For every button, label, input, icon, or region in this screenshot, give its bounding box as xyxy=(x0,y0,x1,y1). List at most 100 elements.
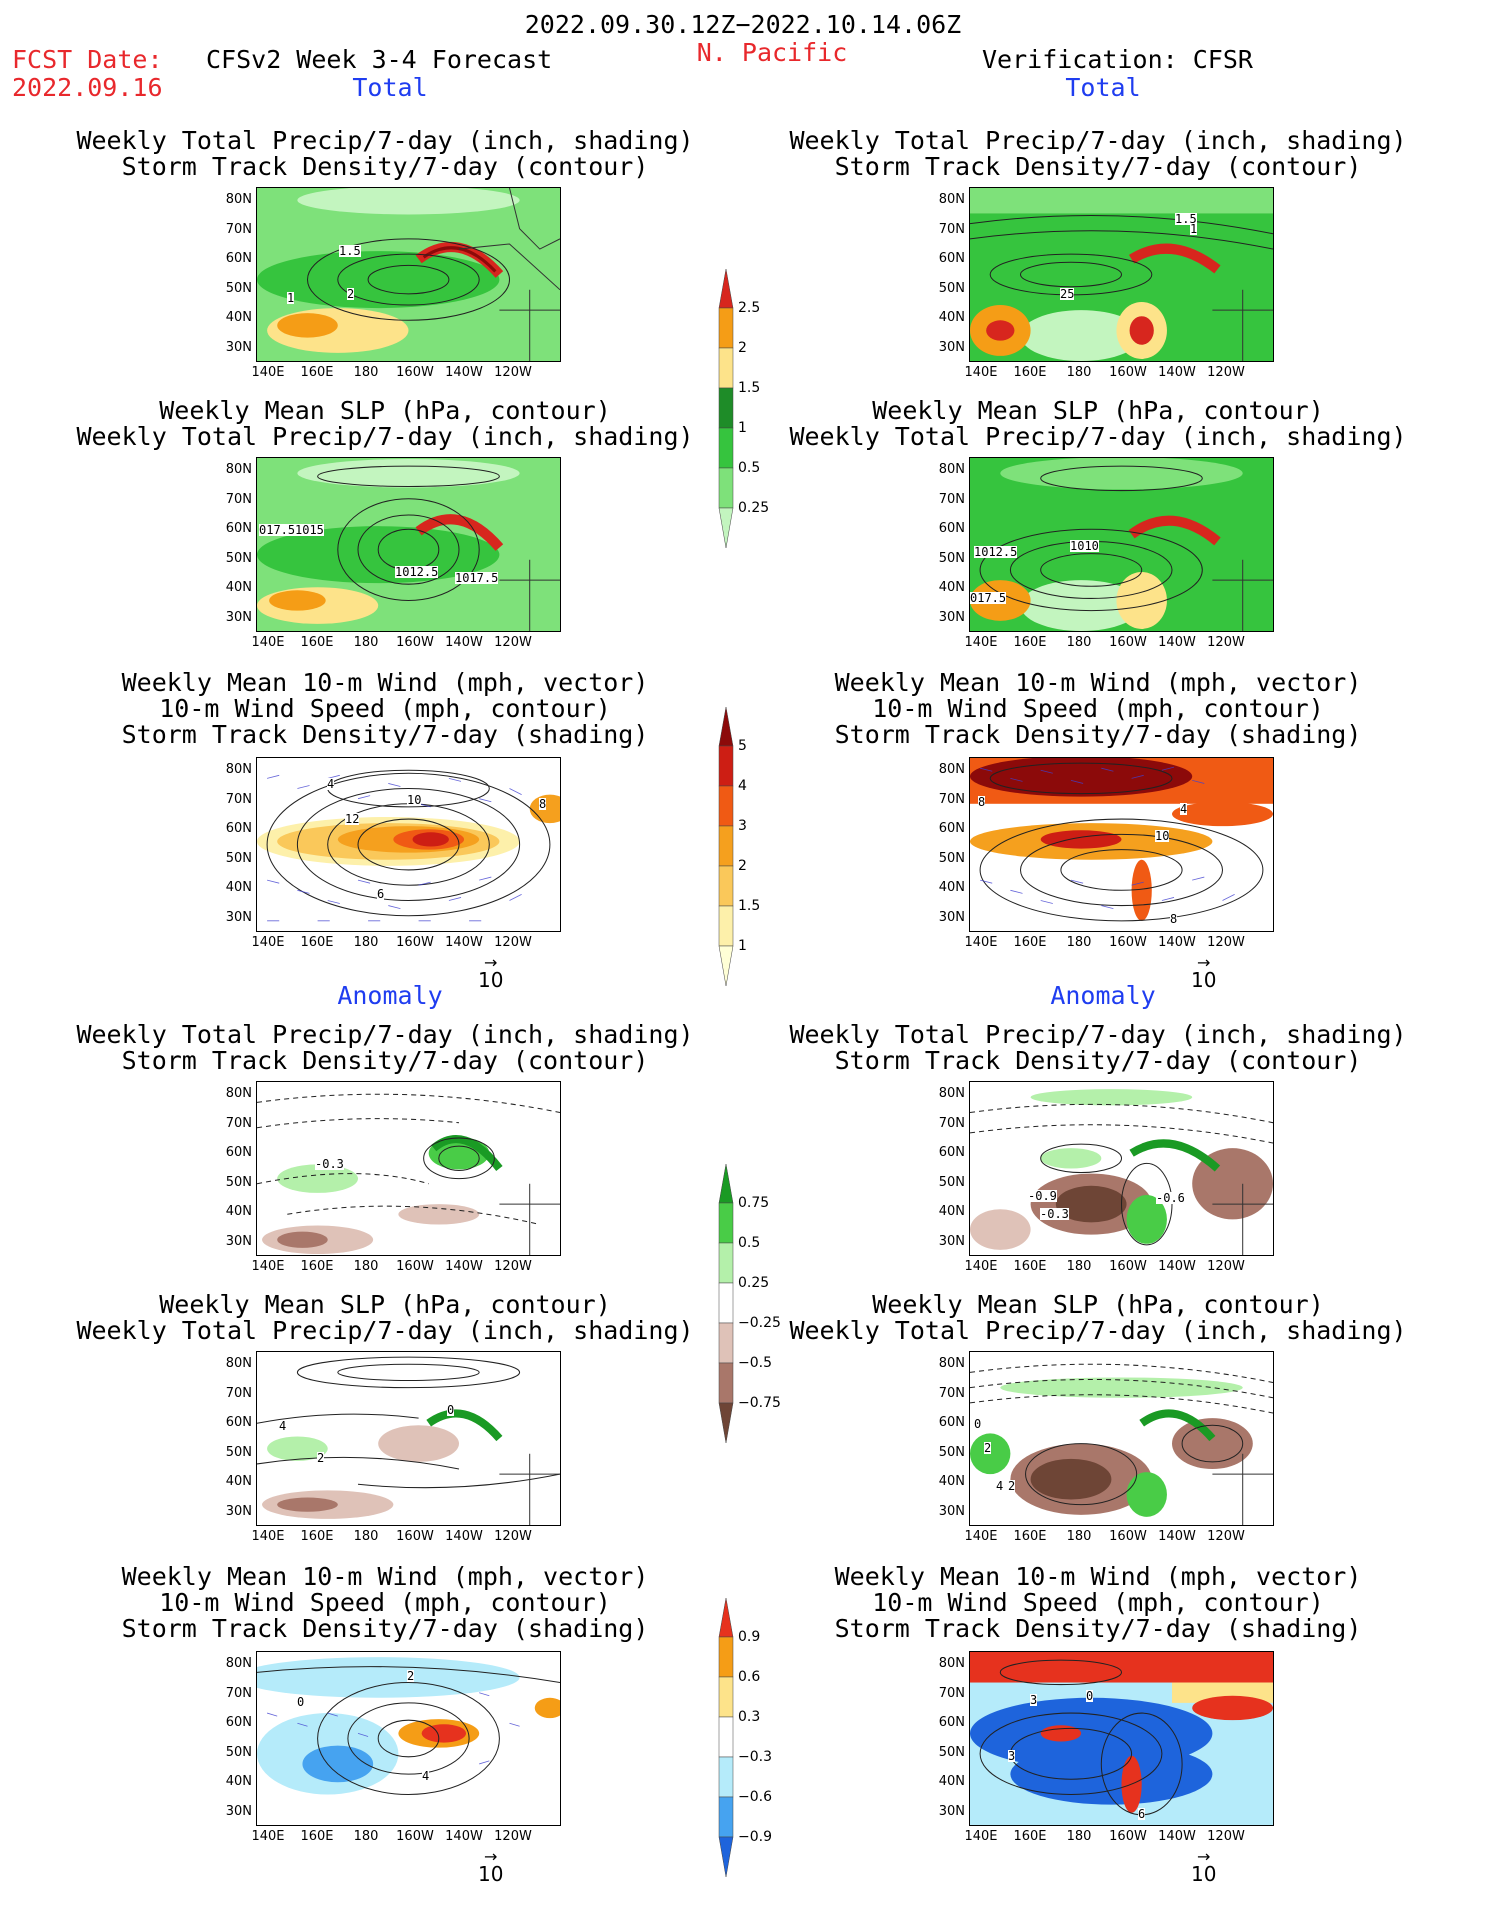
title-line: Weekly Mean SLP (hPa, contour) xyxy=(872,1290,1324,1319)
lon-tick-label: 160E xyxy=(300,935,334,950)
contour-label: 1010 xyxy=(1070,539,1099,553)
title-line: Storm Track Density/7-day (contour) xyxy=(121,152,649,181)
lon-tick-label: 160E xyxy=(300,635,334,650)
title-v4: Weekly Total Precip/7-day (inch, shading… xyxy=(789,1022,1406,1074)
contour-label: 0 xyxy=(447,1403,455,1417)
lat-tick-label: 60N xyxy=(938,1415,965,1430)
lon-tick-label: 180 xyxy=(1066,1259,1092,1274)
lon-tick-label: 180 xyxy=(1066,635,1092,650)
lat-tick-label: 70N xyxy=(938,791,965,807)
contour-label: 6 xyxy=(1138,1807,1146,1821)
contour-label: 0 xyxy=(1086,1689,1094,1703)
lat-tick-label: 80N xyxy=(225,1086,252,1101)
contour-label: 2 xyxy=(984,1441,992,1455)
title-line: Storm Track Density/7-day (shading) xyxy=(121,1614,649,1643)
lon-tick-label: 140E xyxy=(251,1829,285,1844)
lat-tick-label: 80N xyxy=(938,462,965,477)
lat-tick-label: 80N xyxy=(938,1086,965,1101)
contour-label: 6 xyxy=(377,887,385,901)
lon-tick-label: 180 xyxy=(1066,365,1092,380)
lon-tick-label: 180 xyxy=(353,935,379,950)
contour-label: 017.5 xyxy=(259,523,296,537)
colorbar-cell xyxy=(718,1836,734,1878)
colorbar-cell xyxy=(718,1242,734,1284)
colorbar-graphic xyxy=(718,1163,734,1444)
contour-label: 4 xyxy=(279,1419,287,1433)
title-v2: Weekly Mean SLP (hPa, contour) Weekly To… xyxy=(789,398,1406,450)
title-v6: Weekly Mean 10-m Wind (mph, vector) 10-m… xyxy=(835,1564,1362,1642)
title-line: Weekly Mean 10-m Wind (mph, vector) xyxy=(121,668,649,697)
colorbar-cell xyxy=(718,1716,734,1758)
colorbar-cell xyxy=(718,865,734,907)
lat-tick-label: 60N xyxy=(225,1145,252,1160)
contour-label: 1017.5 xyxy=(455,571,499,585)
lon-tick-label: 160W xyxy=(1109,935,1147,950)
lon-tick-label: 120W xyxy=(1207,365,1245,380)
lat-tick-label: 70N xyxy=(938,221,965,237)
lon-tick-label: 160E xyxy=(1013,1529,1047,1544)
lon-tick-label: 140E xyxy=(251,935,285,950)
title-line: Weekly Total Precip/7-day (inch, shading… xyxy=(76,1020,694,1049)
lat-tick-label: 60N xyxy=(225,1715,252,1730)
title-line: Weekly Total Precip/7-day (inch, shading… xyxy=(76,126,694,155)
contour-label: 1.5 xyxy=(1175,212,1197,226)
lat-tick-label: 30N xyxy=(225,339,252,355)
map-panel-f2: 017.5 1015 1012.5 1017.5 xyxy=(256,457,561,632)
colorbar-cell xyxy=(718,307,734,349)
contour-label: 2 xyxy=(407,1669,415,1683)
lat-tick-label: 80N xyxy=(225,462,252,477)
colorbar-precip-anomaly: 0.75 0.5 0.25 −0.25 −0.5 −0.75 xyxy=(718,1163,781,1449)
lon-tick-label: 120W xyxy=(494,1829,532,1844)
vector-ref-v3: → 10 xyxy=(1191,953,1217,993)
contour-label: 1 xyxy=(287,291,295,305)
lon-tick-label: 160E xyxy=(1013,365,1047,380)
contour-label: 4 xyxy=(422,1769,430,1783)
title-line: Weekly Mean SLP (hPa, contour) xyxy=(159,396,611,425)
period-title: 2022.09.30.12Z−2022.10.14.06Z xyxy=(524,10,962,39)
colorbar-label: 3 xyxy=(738,818,747,834)
lon-tick-label: 140E xyxy=(964,1529,998,1544)
lon-tick-label: 160E xyxy=(1013,635,1047,650)
contour-label: 0 xyxy=(974,1417,982,1431)
title-line: 10-m Wind Speed (mph, contour) xyxy=(159,1588,611,1617)
contour-label: 8 xyxy=(539,797,547,811)
title-line: Weekly Total Precip/7-day (inch, shading… xyxy=(789,422,1407,451)
map-panel-v3: 8 4 10 8 xyxy=(969,757,1274,932)
map-panel-v1: 1.5 1 25 xyxy=(969,187,1274,362)
lat-tick-label: 70N xyxy=(938,491,965,507)
lat-tick-label: 40N xyxy=(225,580,252,595)
colorbar-label: −0.5 xyxy=(738,1355,772,1371)
lon-tick-label: 140E xyxy=(964,935,998,950)
title-line: Weekly Mean 10-m Wind (mph, vector) xyxy=(834,1562,1362,1591)
title-f2: Weekly Mean SLP (hPa, contour) Weekly To… xyxy=(76,398,693,450)
lat-tick-label: 50N xyxy=(225,850,252,866)
colorbar-cell xyxy=(718,1322,734,1364)
title-v5: Weekly Mean SLP (hPa, contour) Weekly To… xyxy=(789,1292,1406,1344)
title-v1: Weekly Total Precip/7-day (inch, shading… xyxy=(789,128,1406,180)
colorbar-label: 2.5 xyxy=(738,300,761,316)
title-line: Weekly Mean 10-m Wind (mph, vector) xyxy=(121,1562,649,1591)
colorbar-label: 1.5 xyxy=(738,898,761,914)
colorbar-label: 0.5 xyxy=(738,1235,761,1251)
title-f3: Weekly Mean 10-m Wind (mph, vector) 10-m… xyxy=(122,670,649,748)
lon-tick-label: 180 xyxy=(353,1829,379,1844)
lat-tick-label: 80N xyxy=(938,1656,965,1671)
lon-tick-label: 120W xyxy=(494,1529,532,1544)
lat-tick-label: 30N xyxy=(938,609,965,625)
contour-label: 3 xyxy=(1030,1693,1038,1707)
lat-tick-label: 50N xyxy=(225,280,252,296)
lat-tick-label: 50N xyxy=(938,1174,965,1190)
colorbar-label: −0.75 xyxy=(738,1395,781,1411)
colorbar-label: 0.6 xyxy=(738,1669,761,1685)
colorbar-label: 0.3 xyxy=(738,1709,761,1725)
verification-title: Verification: CFSR xyxy=(982,45,1253,74)
colorbar-cell xyxy=(718,507,734,549)
lat-tick-label: 70N xyxy=(938,1115,965,1131)
fcst-date: 2022.09.16 xyxy=(12,73,163,102)
lat-tick-label: 70N xyxy=(225,491,252,507)
colorbar-label: −0.3 xyxy=(738,1749,772,1765)
lon-tick-label: 160W xyxy=(1109,365,1147,380)
lat-tick-label: 50N xyxy=(938,850,965,866)
lon-tick-label: 160W xyxy=(396,935,434,950)
contour-label: 25 xyxy=(1060,287,1075,301)
